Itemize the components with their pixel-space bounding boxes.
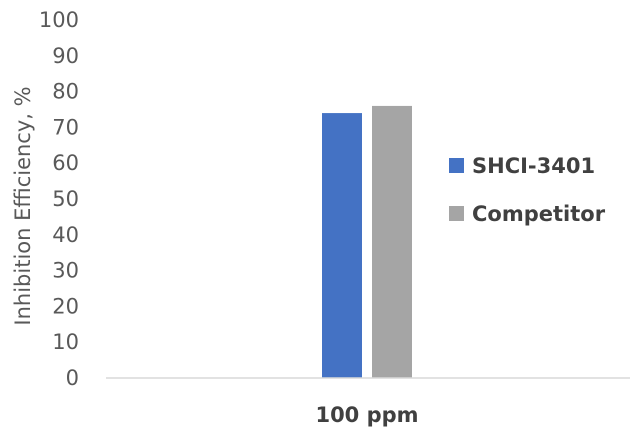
legend-label: Competitor [472, 202, 606, 226]
y-tick-label: 20 [52, 294, 79, 318]
y-axis-ticks: 0 10 20 30 40 50 60 70 80 90 100 [39, 8, 79, 390]
y-axis-title: Inhibition Efficiency, % [11, 86, 35, 325]
y-tick-label: 70 [52, 115, 79, 139]
y-tick-label: 80 [52, 80, 79, 104]
y-tick-label: 50 [52, 187, 79, 211]
legend-label: SHCI-3401 [472, 154, 595, 178]
bars-group [322, 105, 412, 379]
x-category-label: 100 ppm [315, 403, 418, 427]
y-tick-label: 90 [52, 44, 79, 68]
x-axis-category-labels: 100 ppm [315, 403, 418, 427]
bar-competitor [372, 105, 412, 379]
legend-swatch [449, 206, 464, 221]
y-tick-label: 10 [52, 330, 79, 354]
y-tick-label: 100 [39, 8, 79, 32]
legend: SHCI-3401 Competitor [449, 154, 606, 226]
bar-shci-3401 [322, 113, 362, 378]
y-tick-label: 60 [52, 151, 79, 175]
y-tick-label: 0 [66, 366, 79, 390]
y-tick-label: 40 [52, 223, 79, 247]
y-tick-label: 30 [52, 259, 79, 283]
legend-swatch [449, 158, 464, 173]
